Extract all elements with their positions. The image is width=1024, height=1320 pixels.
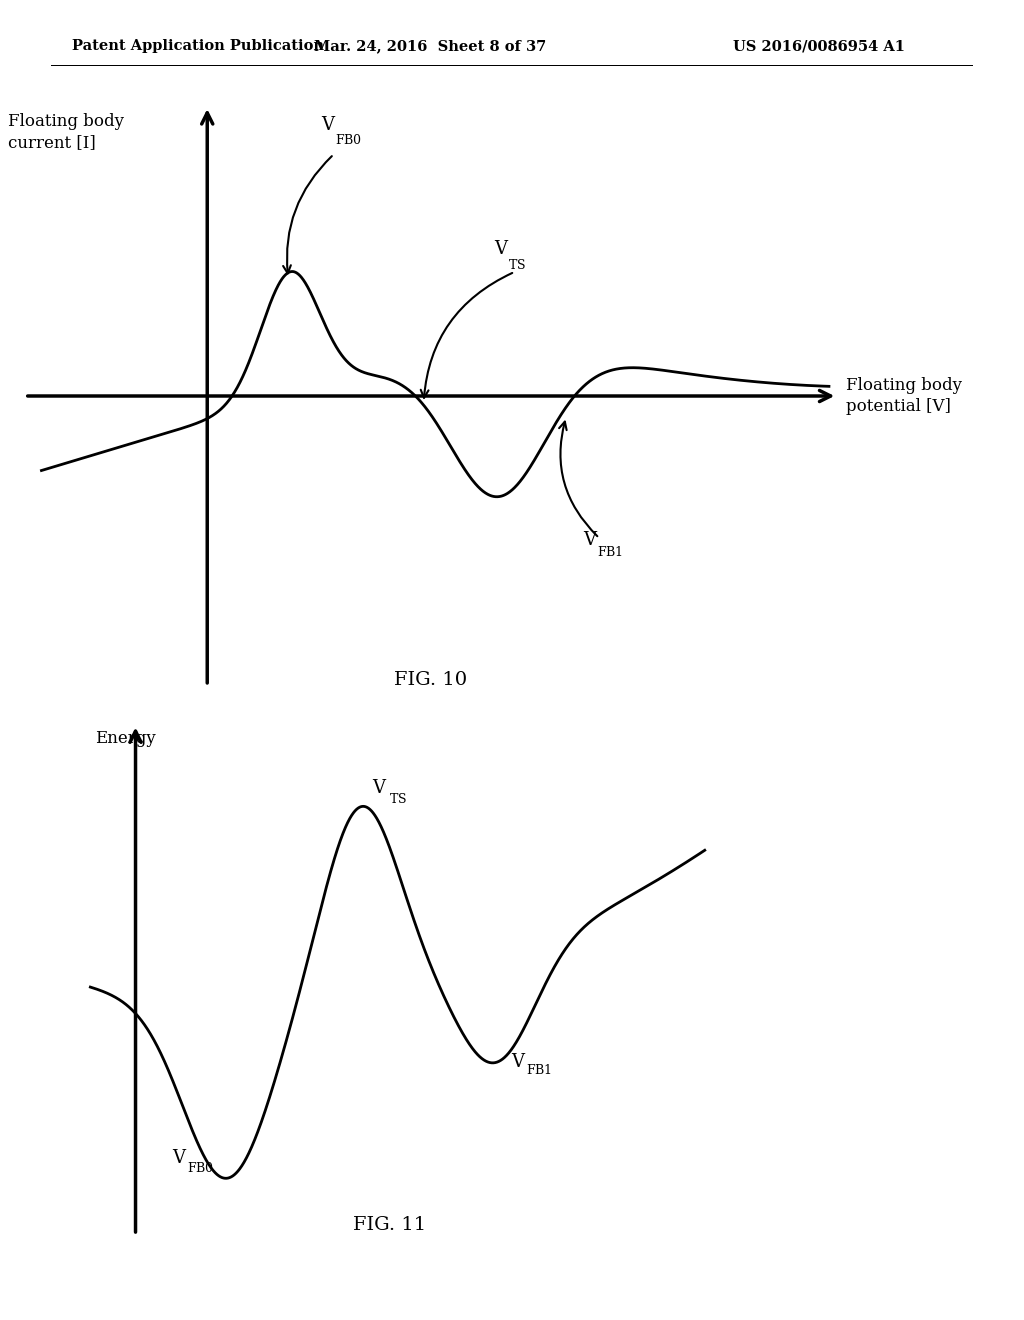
Text: FIG. 11: FIG. 11	[352, 1216, 426, 1234]
Text: FIG. 10: FIG. 10	[393, 671, 467, 689]
Text: $\mathregular{V}$: $\mathregular{V}$	[494, 240, 510, 257]
Text: $\mathregular{FB1}$: $\mathregular{FB1}$	[597, 545, 623, 560]
Text: $\mathregular{TS}$: $\mathregular{TS}$	[388, 792, 407, 807]
Text: Energy: Energy	[95, 730, 156, 747]
Text: $\mathregular{V}$: $\mathregular{V}$	[322, 116, 337, 133]
Text: $\mathregular{FB0}$: $\mathregular{FB0}$	[336, 133, 362, 148]
Text: $\mathregular{V}$: $\mathregular{V}$	[373, 779, 388, 797]
Text: Patent Application Publication: Patent Application Publication	[72, 40, 324, 53]
Text: Floating body
potential [V]: Floating body potential [V]	[846, 378, 962, 414]
Text: $\mathregular{FB1}$: $\mathregular{FB1}$	[526, 1063, 552, 1077]
Text: US 2016/0086954 A1: US 2016/0086954 A1	[733, 40, 905, 53]
Text: $\mathregular{TS}$: $\mathregular{TS}$	[508, 257, 526, 272]
Text: $\mathregular{V}$: $\mathregular{V}$	[172, 1148, 187, 1167]
Text: $\mathregular{FB0}$: $\mathregular{FB0}$	[187, 1160, 214, 1175]
Text: Mar. 24, 2016  Sheet 8 of 37: Mar. 24, 2016 Sheet 8 of 37	[314, 40, 546, 53]
Text: $\mathregular{V}$: $\mathregular{V}$	[511, 1053, 526, 1072]
Text: $\mathregular{V}$: $\mathregular{V}$	[583, 531, 598, 549]
Text: Floating body
current [I]: Floating body current [I]	[8, 114, 124, 150]
